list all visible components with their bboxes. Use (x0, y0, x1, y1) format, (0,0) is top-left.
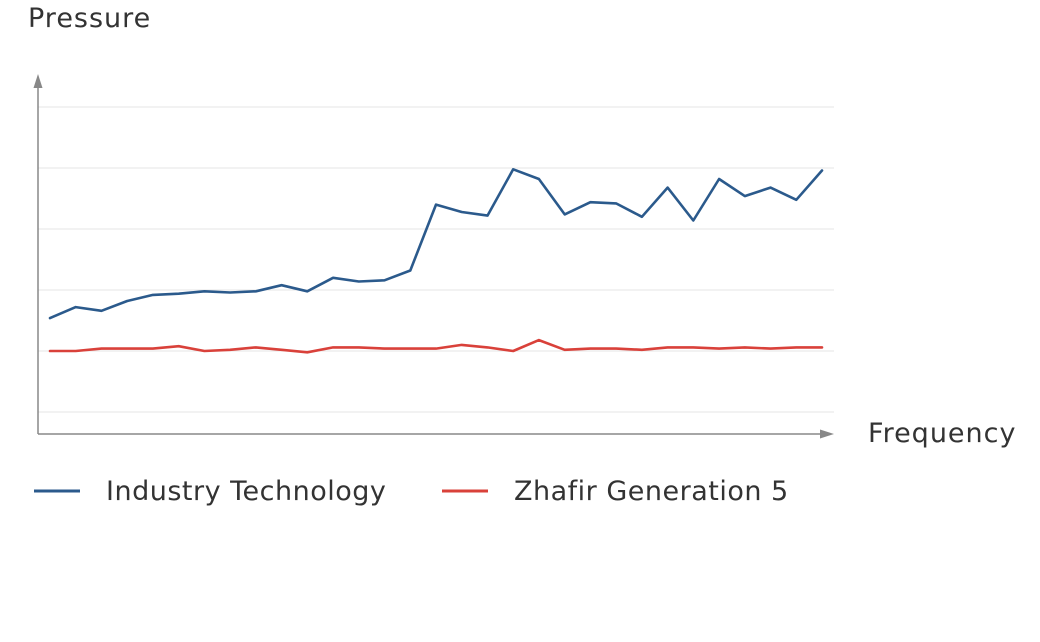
x-axis-label: Frequency (868, 418, 1016, 449)
legend-label-industry-technology: Industry Technology (106, 476, 386, 507)
series-line-1 (48, 338, 824, 354)
x-axis-arrow (820, 429, 834, 439)
y-axis-label: Pressure (28, 3, 151, 34)
y-axis-arrow (33, 74, 43, 88)
legend-item-zhafir-generation-5: Zhafir Generation 5 (442, 476, 789, 507)
legend: Industry Technology Zhafir Generation 5 (34, 476, 789, 507)
legend-label-zhafir-generation-5: Zhafir Generation 5 (514, 476, 789, 507)
series-layer (48, 168, 824, 354)
grid-lines (38, 106, 834, 413)
series-line-0 (48, 168, 824, 320)
legend-item-industry-technology: Industry Technology (34, 476, 386, 507)
